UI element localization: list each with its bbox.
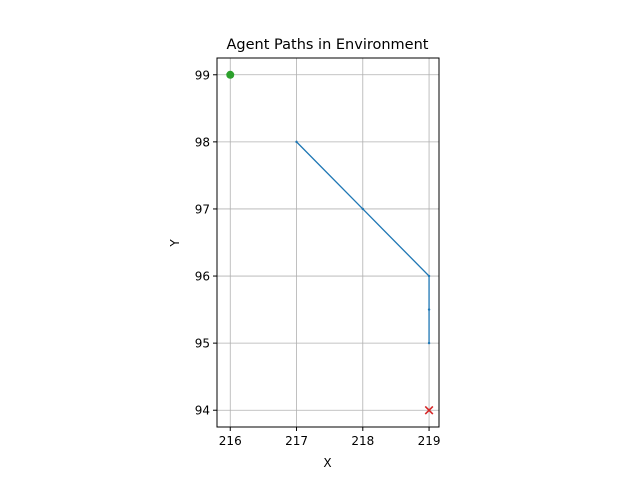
path-point — [295, 140, 298, 144]
path-point — [427, 274, 431, 278]
path-point — [361, 207, 364, 211]
path-point — [427, 341, 431, 345]
axes-frame — [216, 57, 440, 428]
x-tick-label: 216 — [219, 434, 242, 448]
plot-area: 216 217 218 219 94 95 96 97 98 99 — [195, 57, 441, 448]
y-tick-label: 96 — [195, 270, 210, 284]
end-marker — [424, 405, 434, 415]
y-tick-label: 98 — [195, 135, 210, 149]
x-axis-label: X — [323, 456, 331, 470]
start-marker — [226, 70, 235, 79]
y-tick-label: 99 — [195, 68, 210, 82]
y-tick-label: 95 — [195, 337, 210, 351]
y-tick-label: 94 — [195, 404, 210, 418]
path-point — [427, 308, 431, 311]
x-tick-label: 217 — [285, 434, 308, 448]
end-marker-stroke — [424, 405, 434, 415]
chart-title: Agent Paths in Environment — [227, 37, 429, 53]
y-axis-label: Y — [168, 239, 182, 248]
y-tick-label: 97 — [195, 202, 210, 216]
x-tick-label: 218 — [351, 434, 374, 448]
x-tick-label: 219 — [418, 434, 441, 448]
